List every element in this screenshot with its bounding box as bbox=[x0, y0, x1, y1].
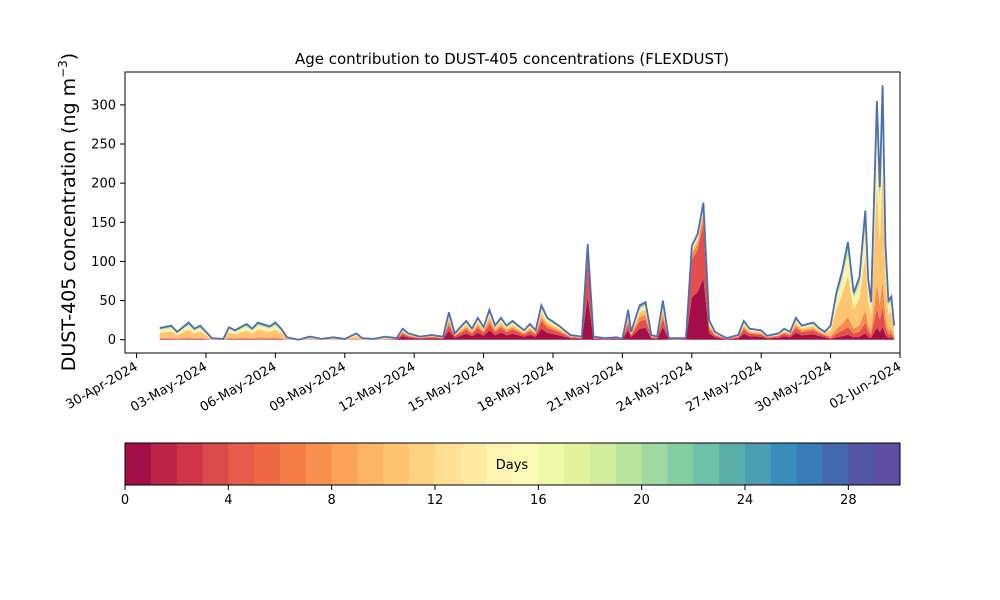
y-tick-label: 250 bbox=[91, 138, 116, 153]
colorbar-tick-label: 28 bbox=[840, 493, 857, 508]
colorbar-swatch bbox=[383, 443, 410, 485]
y-axis-label: DUST-405 concentration (ng m−3) bbox=[56, 53, 80, 371]
age-band-area bbox=[159, 215, 895, 340]
colorbar-swatch bbox=[538, 443, 565, 485]
y-axis-label-text: DUST-405 concentration (ng m bbox=[58, 78, 80, 371]
y-tick-label: 50 bbox=[99, 294, 116, 309]
colorbar-tick-label: 0 bbox=[121, 493, 129, 508]
colorbar-swatch bbox=[409, 443, 436, 485]
colorbar-swatch bbox=[228, 443, 255, 485]
age-band-area bbox=[159, 174, 895, 340]
colorbar-frame bbox=[124, 442, 901, 486]
colorbar-tick-label: 20 bbox=[633, 493, 650, 508]
colorbar-swatch bbox=[435, 443, 462, 485]
colorbar-swatch bbox=[280, 443, 307, 485]
colorbar-swatch bbox=[641, 443, 668, 485]
colorbar-swatch bbox=[125, 443, 152, 485]
colorbar-tick-label: 12 bbox=[427, 493, 444, 508]
y-axis: 0 50 100 150 200 250 300 bbox=[91, 98, 125, 348]
x-tick-label: 06-May-2024 bbox=[198, 359, 280, 415]
age-band-area bbox=[159, 85, 895, 340]
colorbar-tick-label: 4 bbox=[224, 493, 232, 508]
colorbar-swatch bbox=[486, 443, 513, 485]
y-axis-label-suffix: ) bbox=[58, 53, 80, 60]
age-band-area bbox=[159, 123, 895, 340]
x-tick-label: 21-May-2024 bbox=[545, 359, 627, 415]
x-tick-label: 09-May-2024 bbox=[267, 359, 349, 415]
colorbar-swatch bbox=[874, 443, 901, 485]
colorbar-swatch bbox=[796, 443, 823, 485]
colorbar-swatch bbox=[615, 443, 643, 485]
colorbar-swatch bbox=[564, 443, 591, 485]
y-tick-label: 300 bbox=[91, 98, 116, 113]
colorbar-swatch bbox=[590, 443, 617, 485]
y-tick-label: 100 bbox=[91, 255, 116, 270]
x-tick-label: 24-May-2024 bbox=[614, 359, 696, 415]
colorbar-tick-label: 16 bbox=[530, 493, 547, 508]
y-tick-label: 0 bbox=[108, 333, 116, 348]
colorbar-swatch bbox=[822, 443, 849, 485]
colorbar-tick-label: 24 bbox=[737, 493, 754, 508]
age-band-area bbox=[159, 92, 895, 340]
colorbar-swatch bbox=[745, 443, 772, 485]
total-concentration-line bbox=[159, 85, 896, 341]
x-tick-label: 15-May-2024 bbox=[406, 359, 488, 415]
y-axis-label-exponent: −3 bbox=[56, 60, 70, 78]
colorbar-swatch bbox=[202, 443, 229, 485]
colorbar-swatch bbox=[176, 443, 203, 485]
y-tick-label: 200 bbox=[91, 177, 116, 192]
colorbar-swatch bbox=[460, 443, 488, 485]
colorbar-swatch bbox=[770, 443, 798, 485]
colorbar-swatch bbox=[693, 443, 720, 485]
colorbar-swatch bbox=[254, 443, 281, 485]
colorbar-label: Days bbox=[496, 458, 529, 473]
x-tick-label: 02-Jun-2024 bbox=[827, 359, 904, 412]
x-tick-label: 27-May-2024 bbox=[684, 359, 766, 415]
colorbar-swatch bbox=[848, 443, 875, 485]
plot-frame bbox=[124, 71, 901, 354]
colorbar-tick-label: 8 bbox=[328, 493, 336, 508]
x-axis: 30-Apr-202403-May-202406-May-202409-May-… bbox=[63, 353, 904, 415]
chart-title: Age contribution to DUST-405 concentrati… bbox=[295, 50, 729, 68]
svg-text:DUST-405 concentration (ng m−3: DUST-405 concentration (ng m−3) bbox=[56, 53, 80, 371]
colorbar-swatch bbox=[150, 443, 178, 485]
colorbar-swatch bbox=[667, 443, 694, 485]
x-tick-label: 12-May-2024 bbox=[336, 359, 418, 415]
x-tick-label: 18-May-2024 bbox=[475, 359, 557, 415]
age-band-area bbox=[159, 223, 895, 340]
days-colorbar: 0 4 8 12 16 20 24 28 bbox=[121, 442, 901, 508]
x-tick-label: 30-May-2024 bbox=[753, 359, 835, 415]
colorbar-swatch bbox=[719, 443, 746, 485]
colorbar-swatch bbox=[331, 443, 358, 485]
colorbar-swatch bbox=[512, 443, 539, 485]
colorbar-swatch bbox=[305, 443, 333, 485]
colorbar-swatch bbox=[357, 443, 384, 485]
age-band-area bbox=[159, 105, 895, 340]
x-tick-label: 03-May-2024 bbox=[128, 359, 210, 415]
y-tick-label: 150 bbox=[91, 216, 116, 231]
stacked-age-areas bbox=[159, 85, 895, 340]
